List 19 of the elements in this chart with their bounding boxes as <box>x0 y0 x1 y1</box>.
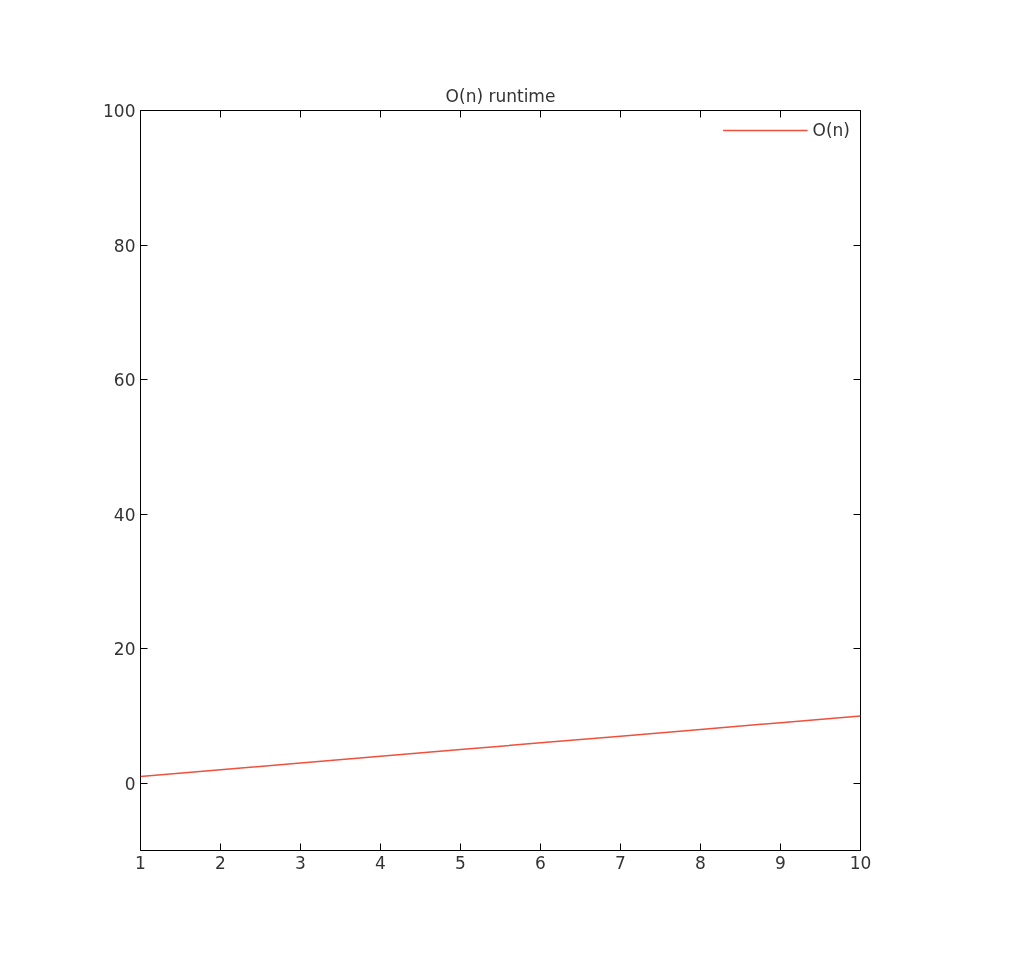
x-tick-label: 4 <box>375 852 386 873</box>
x-tick-label: 5 <box>455 852 466 873</box>
y-tick-label: 0 <box>124 773 136 794</box>
line-series <box>140 715 861 778</box>
x-tick-label: 8 <box>695 852 706 873</box>
y-tick-label: 80 <box>113 235 136 256</box>
chart-title: O(n) runtime <box>445 85 556 106</box>
x-tick-label: 10 <box>849 852 872 873</box>
x-tick-label: 1 <box>135 852 146 873</box>
legend-label: O(n) <box>812 120 850 140</box>
x-tick-label: 2 <box>215 852 226 873</box>
x-tick-label: 3 <box>295 852 306 873</box>
y-tick-label: 60 <box>113 370 136 391</box>
x-tick-label: 7 <box>615 852 626 873</box>
x-tick-label: 6 <box>535 852 546 873</box>
x-tick-label: 9 <box>775 852 786 873</box>
y-tick-label: 40 <box>113 504 136 525</box>
y-tick-label: 20 <box>113 639 136 660</box>
y-tick-label: 100 <box>103 101 136 121</box>
